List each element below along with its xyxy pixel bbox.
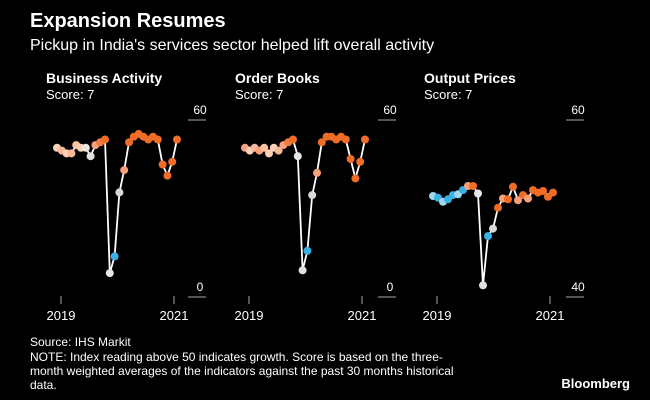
order-books-x-tick-label: 2019 xyxy=(235,308,264,323)
business-activity-data-point xyxy=(163,171,172,180)
panel-score-output-prices: Score: 7 xyxy=(424,87,473,102)
business-activity-data-point xyxy=(110,252,119,261)
business-activity-y-tick-top: 60 xyxy=(193,103,207,117)
business-activity-data-point xyxy=(153,135,162,144)
business-activity-data-point xyxy=(125,138,133,147)
order-books-data-point xyxy=(274,146,283,155)
order-books-data-point xyxy=(361,135,369,144)
order-books-data-point xyxy=(303,246,312,255)
bloomberg-logo: Bloomberg xyxy=(561,376,630,391)
footnote-line-3: data. xyxy=(30,378,57,392)
order-books-data-point xyxy=(265,149,273,158)
order-books-data-point xyxy=(260,143,269,152)
order-books-data-point xyxy=(346,155,355,163)
order-books-data-point xyxy=(293,152,302,161)
business-activity-data-point xyxy=(168,157,177,166)
panel-title-order-books: Order Books xyxy=(235,70,320,86)
output-prices-x-tick-label: 2021 xyxy=(536,308,565,323)
chart-title: Expansion Resumes xyxy=(30,10,226,32)
order-books-data-point xyxy=(298,266,307,275)
output-prices-data-point xyxy=(504,195,512,204)
footnote-line-2: month weighted averages of the indicator… xyxy=(30,364,454,378)
footnote-line-1: NOTE: Index reading above 50 indicates g… xyxy=(30,350,443,364)
order-books-data-point xyxy=(341,135,350,144)
business-activity-y-tick-bottom: 0 xyxy=(197,280,204,294)
business-activity-data-point xyxy=(105,269,114,278)
output-prices-data-point xyxy=(474,189,482,198)
business-activity-data-point xyxy=(115,188,124,197)
panel-title-output-prices: Output Prices xyxy=(424,70,516,86)
output-prices-data-point xyxy=(539,187,547,195)
order-books-y-tick-bottom: 0 xyxy=(387,280,394,294)
business-activity-x-tick-label: 2021 xyxy=(160,308,189,323)
output-prices-data-point xyxy=(549,188,557,197)
panel-score-order-books: Score: 7 xyxy=(235,87,284,102)
order-books-data-point xyxy=(313,168,321,177)
business-activity-data-point xyxy=(173,135,181,144)
output-prices-data-point xyxy=(524,194,532,203)
business-activity-data-point xyxy=(81,143,90,152)
output-prices-data-point xyxy=(489,224,497,233)
output-prices-data-point xyxy=(484,232,492,241)
output-prices-y-tick-bottom: 40 xyxy=(571,280,585,294)
business-activity-data-point xyxy=(101,135,109,144)
output-prices-data-point xyxy=(509,182,517,191)
panel-score-business-activity: Score: 7 xyxy=(46,87,95,102)
source-note: Source: IHS Markit xyxy=(30,335,131,349)
output-prices-data-point xyxy=(494,203,502,212)
business-activity-data-point xyxy=(86,152,95,161)
order-books-data-point xyxy=(308,191,317,200)
order-books-data-point xyxy=(351,174,360,183)
order-books-data-point xyxy=(317,138,326,147)
output-prices-data-point xyxy=(514,196,522,205)
order-books-x-tick-label: 2021 xyxy=(348,308,377,323)
output-prices-y-tick-top: 60 xyxy=(571,103,585,117)
chart-subtitle: Pickup in India's services sector helped… xyxy=(30,37,435,54)
business-activity-x-tick-label: 2019 xyxy=(47,308,76,323)
output-prices-x-tick-label: 2019 xyxy=(423,308,452,323)
business-activity-data-point xyxy=(158,160,167,169)
business-activity-data-point xyxy=(67,149,76,158)
panel-title-business-activity: Business Activity xyxy=(46,70,163,86)
output-prices-data-point xyxy=(479,281,487,290)
business-activity-data-point xyxy=(120,166,129,175)
order-books-y-tick-top: 60 xyxy=(383,103,397,117)
order-books-data-point xyxy=(356,157,365,166)
order-books-data-point xyxy=(289,135,297,144)
output-prices-data-point xyxy=(469,182,477,190)
